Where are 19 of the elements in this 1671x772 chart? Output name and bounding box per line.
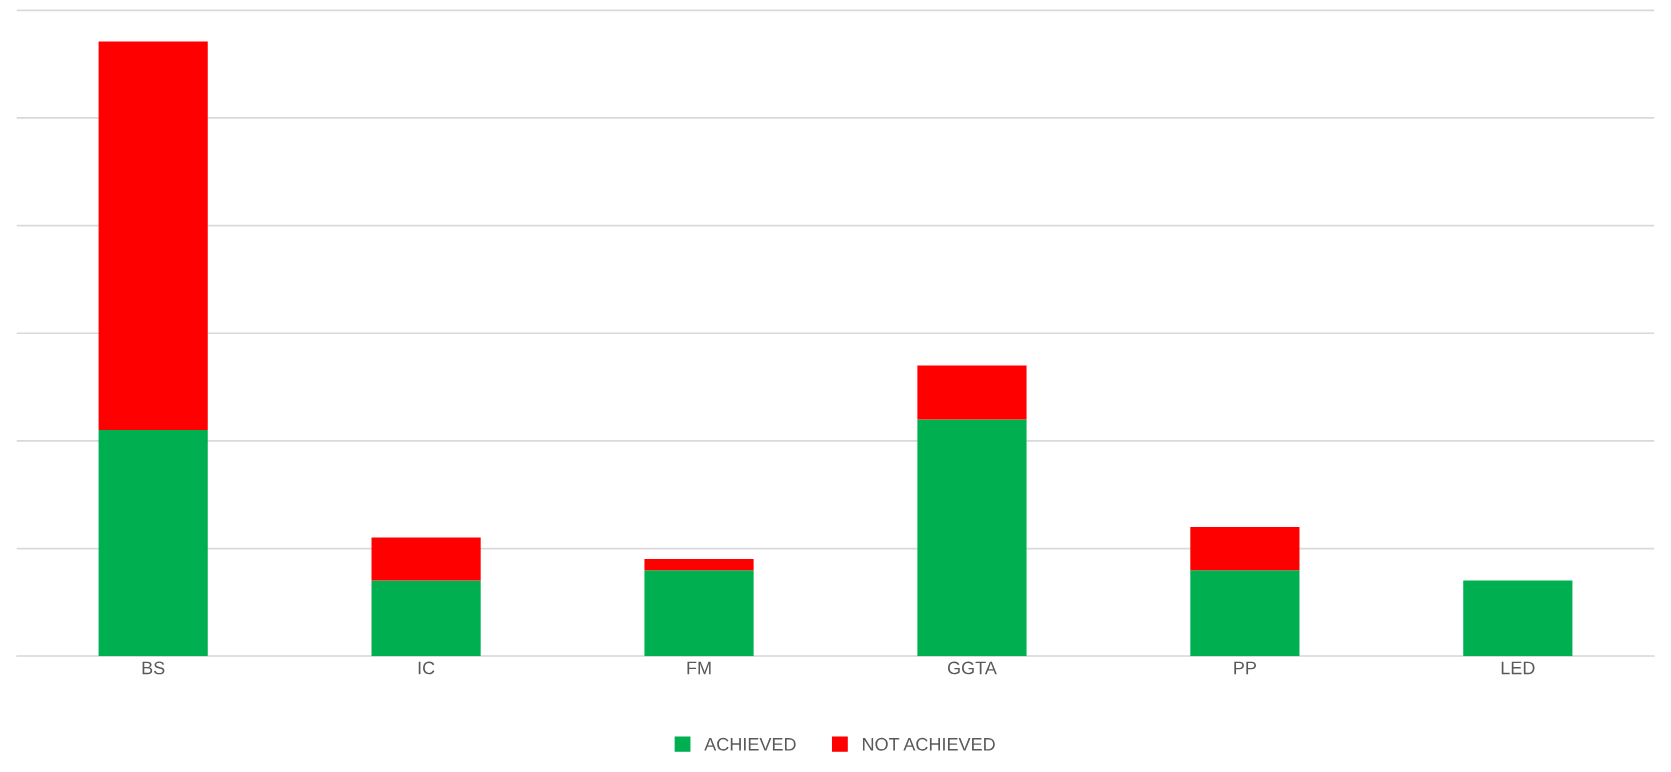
bar xyxy=(917,419,1027,657)
x-tick-label: IC xyxy=(418,661,435,675)
legend-label: NOT ACHIEVED xyxy=(863,737,995,751)
bar xyxy=(371,580,481,657)
bar xyxy=(1190,570,1300,657)
x-tick-label: BS xyxy=(142,661,165,675)
x-tick-label: GGTA xyxy=(947,661,997,675)
x-tick-label: PP xyxy=(1234,661,1256,675)
x-tick-label: LED xyxy=(1501,661,1535,675)
bar xyxy=(371,537,481,581)
bar xyxy=(644,559,754,571)
x-tick-label: FM xyxy=(687,661,711,675)
bar xyxy=(644,570,754,657)
bar xyxy=(98,41,208,430)
bar xyxy=(1190,527,1300,571)
bar xyxy=(98,430,208,657)
bar xyxy=(917,365,1027,420)
legend-label: ACHIEVED xyxy=(704,737,796,751)
bar xyxy=(1463,580,1573,657)
